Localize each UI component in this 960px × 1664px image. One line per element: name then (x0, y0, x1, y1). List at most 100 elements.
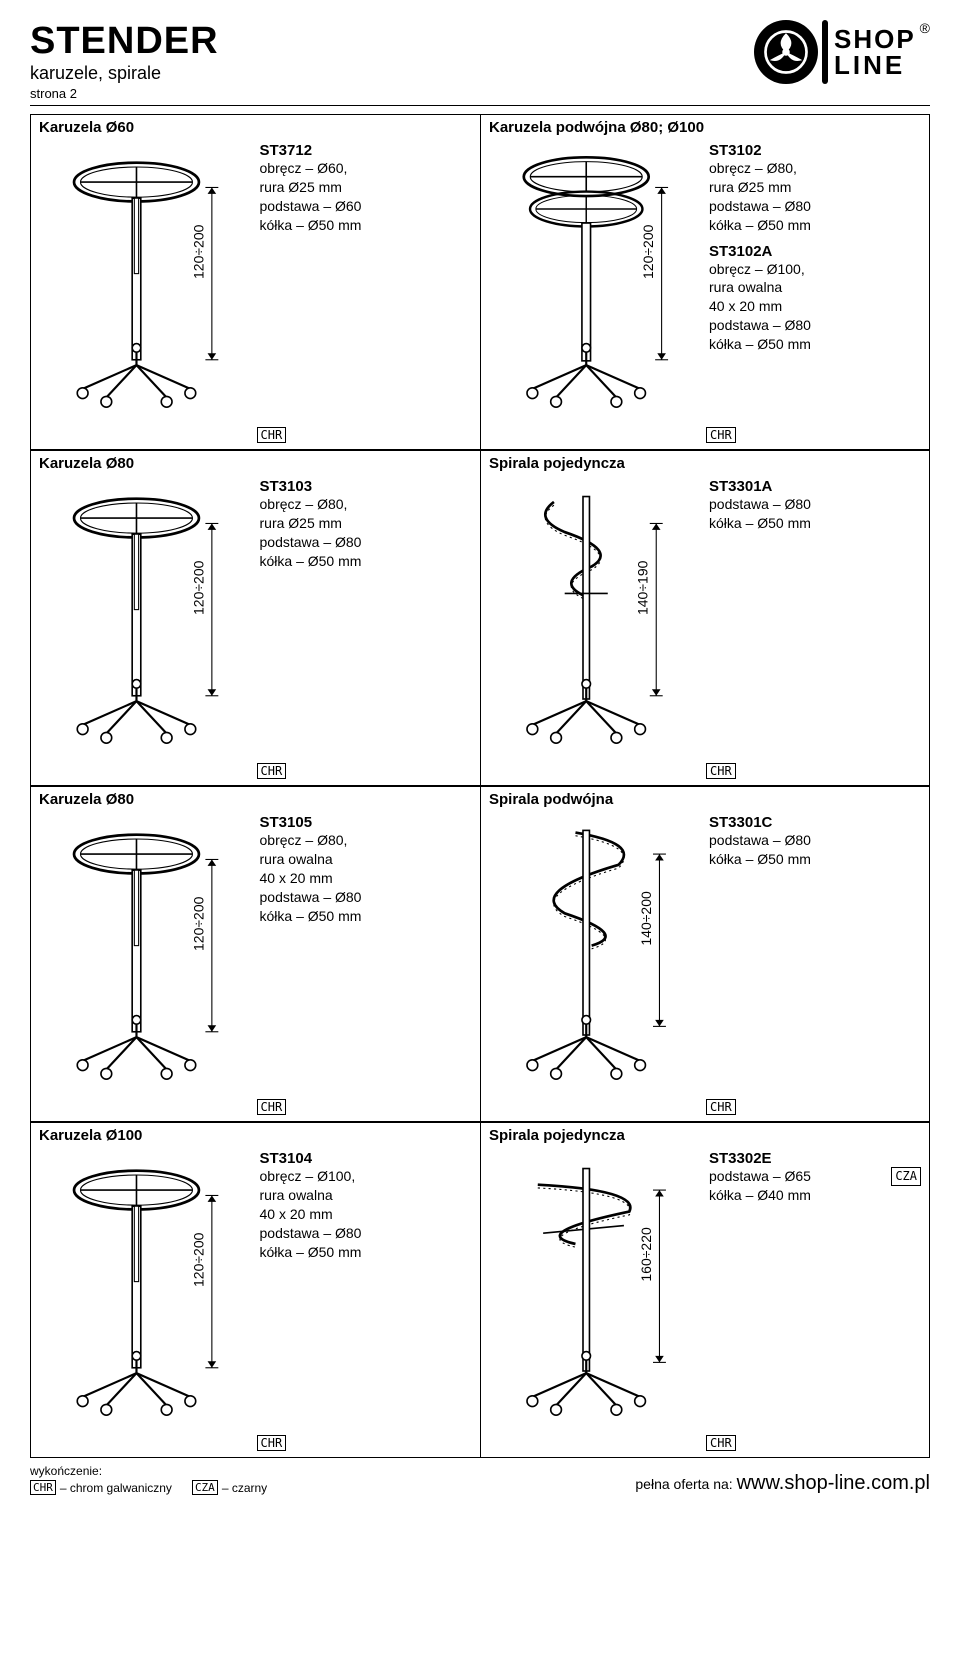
spec-line: kółka – Ø50 mm (709, 850, 921, 869)
spec-line: kółka – Ø50 mm (260, 552, 473, 571)
product-sku: ST3712 (260, 142, 473, 159)
legend-item: CZA – czarny (192, 1480, 267, 1495)
finish-legend: CHR – chrom galwaniczny CZA – czarny (30, 1480, 267, 1495)
product-sku: ST3102 (709, 142, 921, 159)
finish-badge: CHR (706, 1099, 736, 1115)
finish-badge: CHR (706, 427, 736, 443)
legend-code: CZA (192, 1480, 218, 1495)
svg-text:160÷220: 160÷220 (638, 1227, 654, 1282)
svg-text:120÷200: 120÷200 (190, 896, 206, 951)
spec-line: kółka – Ø50 mm (709, 216, 921, 235)
product-sku: ST3301A (709, 478, 921, 495)
svg-text:120÷200: 120÷200 (640, 224, 656, 279)
spec-line: obręcz – Ø100, (709, 260, 921, 279)
section-title: karuzele, spirale (30, 63, 219, 84)
registered-mark: ® (920, 20, 930, 36)
spec-line: obręcz – Ø80, (260, 831, 473, 850)
spec-line: obręcz – Ø100, (260, 1167, 473, 1186)
product-title: Karuzela Ø80 (39, 791, 134, 808)
product-sku: ST3301C (709, 814, 921, 831)
spec-line: kółka – Ø50 mm (260, 216, 473, 235)
shop-line-logo: SHOP LINE ® (754, 20, 930, 84)
legend-label: – czarny (222, 1481, 267, 1495)
logo-text-shop: SHOP (834, 26, 916, 52)
svg-text:120÷200: 120÷200 (190, 560, 206, 615)
product-drawing: 120÷200 (39, 457, 256, 755)
product-cell: 160÷220 . ST3302E podstawa – Ø65CZAkółka… (480, 1122, 930, 1458)
finish-badge: CHR (706, 1435, 736, 1451)
spec-line: podstawa – Ø80 (709, 316, 921, 335)
product-cell: 120÷200 . ST3103 obręcz – Ø80,rura Ø25 m… (30, 450, 480, 786)
spec-line: podstawa – Ø65CZA (709, 1167, 921, 1186)
spec-line: kółka – Ø50 mm (709, 335, 921, 354)
product-title: Karuzela Ø80 (39, 455, 134, 472)
legend-code: CHR (30, 1480, 56, 1495)
spec-line: 40 x 20 mm (709, 297, 921, 316)
spec-line: obręcz – Ø60, (260, 159, 473, 178)
product-title: Karuzela podwójna Ø80; Ø100 (489, 119, 704, 136)
product-title: Spirala pojedyncza (489, 455, 625, 472)
logo-text-line: LINE (834, 52, 916, 78)
spec-line: podstawa – Ø80 (709, 197, 921, 216)
spec-line: kółka – Ø50 mm (260, 1243, 473, 1262)
spec-line: podstawa – Ø80 (709, 495, 921, 514)
product-drawing: 120÷200 (489, 121, 705, 419)
finish-badge: CHR (257, 763, 287, 779)
product-title: Karuzela Ø100 (39, 1127, 142, 1144)
svg-text:120÷200: 120÷200 (190, 1232, 206, 1287)
product-sku: ST3105 (260, 814, 473, 831)
legend-item: CHR – chrom galwaniczny (30, 1480, 172, 1495)
spec-line: kółka – Ø50 mm (260, 907, 473, 926)
spec-line: rura Ø25 mm (260, 178, 473, 197)
product-title: Spirala podwójna (489, 791, 613, 808)
product-title: Spirala pojedyncza (489, 1127, 625, 1144)
product-sku: ST3102A (709, 243, 921, 260)
product-sku: ST3302E (709, 1150, 921, 1167)
product-drawing: 140÷190 (489, 457, 705, 755)
product-drawing: 120÷200 (39, 793, 256, 1091)
logo-icon (754, 20, 818, 84)
product-drawing: 120÷200 (39, 121, 256, 419)
svg-text:140÷190: 140÷190 (635, 560, 651, 615)
spec-line: obręcz – Ø80, (260, 495, 473, 514)
product-cell: 120÷200 . ST3104 obręcz – Ø100,rura owal… (30, 1122, 480, 1458)
product-title: Karuzela Ø60 (39, 119, 134, 136)
page-number: strona 2 (30, 86, 219, 101)
spec-line: podstawa – Ø80 (709, 831, 921, 850)
legend-label: – chrom galwaniczny (60, 1481, 172, 1495)
spec-line: rura Ø25 mm (260, 514, 473, 533)
spec-line: rura Ø25 mm (709, 178, 921, 197)
spec-line: 40 x 20 mm (260, 1205, 473, 1224)
product-sku: ST3103 (260, 478, 473, 495)
product-drawing: 160÷220 (489, 1129, 705, 1427)
spec-line: podstawa – Ø60 (260, 197, 473, 216)
spec-line: obręcz – Ø80, (709, 159, 921, 178)
footer-url: pełna oferta na: www.shop-line.com.pl (635, 1472, 930, 1495)
svg-text:140÷200: 140÷200 (638, 891, 654, 946)
spec-line: podstawa – Ø80 (260, 888, 473, 907)
product-drawing: 120÷200 (39, 1129, 256, 1427)
spec-line: kółka – Ø50 mm (709, 514, 921, 533)
svg-text:120÷200: 120÷200 (190, 224, 206, 279)
finish-badge: CHR (257, 1099, 287, 1115)
finish-badge: CHR (257, 427, 287, 443)
finish-badge: CHR (257, 1435, 287, 1451)
page-header: STENDER karuzele, spirale strona 2 SHOP … (30, 20, 930, 106)
page-footer: wykończenie: CHR – chrom galwaniczny CZA – … (30, 1464, 930, 1495)
product-cell: 120÷200 . ST3712 obręcz – Ø60,rura Ø25 m… (30, 114, 480, 450)
spec-line: rura owalna (709, 278, 921, 297)
product-cell: 140÷200 . ST3301C podstawa – Ø80kółka – … (480, 786, 930, 1122)
spec-line: rura owalna (260, 1186, 473, 1205)
product-cell: 140÷190 . ST3301A podstawa – Ø80kółka – … (480, 450, 930, 786)
spec-line: podstawa – Ø80 (260, 1224, 473, 1243)
spec-line: 40 x 20 mm (260, 869, 473, 888)
product-cell: 120÷200 . ST3102 obręcz – Ø80,rura Ø25 m… (480, 114, 930, 450)
product-drawing: 140÷200 (489, 793, 705, 1091)
finish-badge: CHR (706, 763, 736, 779)
finish-label: wykończenie: (30, 1464, 267, 1478)
product-cell: 120÷200 . ST3105 obręcz – Ø80,rura owaln… (30, 786, 480, 1122)
product-grid: 120÷200 . ST3712 obręcz – Ø60,rura Ø25 m… (30, 114, 930, 1458)
spec-line: podstawa – Ø80 (260, 533, 473, 552)
spec-line: kółka – Ø40 mm (709, 1186, 921, 1205)
finish-badge: CZA (891, 1167, 921, 1185)
